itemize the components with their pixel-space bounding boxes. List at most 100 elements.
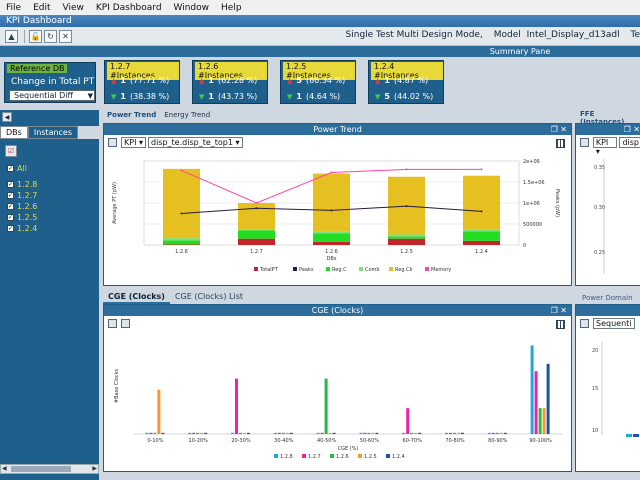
menu-window[interactable]: Window (173, 2, 210, 13)
refresh-icon[interactable]: ↻ (44, 29, 57, 43)
sidebar-scrollbar[interactable]: ◀ ▶ (0, 464, 99, 474)
x-tick-label: 50-60% (360, 438, 380, 444)
restore-icon[interactable]: ❐ (623, 125, 631, 134)
checkbox-checked-icon[interactable]: ✓ (7, 214, 14, 221)
checkbox-checked-icon[interactable]: ✓ (7, 181, 14, 188)
ffe-instance-select[interactable]: disp (619, 136, 640, 148)
close-panel-icon[interactable]: ✕ (59, 29, 72, 43)
bar-1-2-8 (359, 432, 363, 434)
save-icon[interactable] (108, 318, 117, 328)
kpi-card-1-2-5[interactable]: 1.2.5 #Instances ▲ 5 (86.34 %) ▼ 1 (4.64 %) (280, 60, 356, 104)
bar-totalpt (463, 240, 500, 245)
reference-db-box: Reference DB Change in Total PT Sequenti… (4, 62, 96, 103)
tab-power-trend[interactable]: Power Trend (107, 111, 157, 119)
checkbox-checked-icon[interactable]: ✓ (7, 225, 14, 232)
ffe-controls: KPI ▾ disp (576, 135, 640, 156)
bar-1-2-8 (530, 345, 534, 434)
save-icon[interactable] (580, 137, 589, 147)
collapse-left-icon[interactable]: ◀ (2, 112, 12, 122)
db-item-label: 1.2.7 (17, 191, 38, 200)
save-icon[interactable] (108, 137, 117, 147)
checkbox-checked-icon[interactable]: ✓ (7, 165, 14, 172)
bar-reg-c (238, 230, 275, 239)
checkbox-checked-icon[interactable]: ✓ (7, 192, 14, 199)
kpi-header: 1.2.7 #Instances (107, 62, 179, 80)
close-icon[interactable]: ✕ (560, 306, 567, 315)
table-view-icon[interactable] (556, 320, 565, 329)
bar-comb (388, 234, 425, 237)
legend-swatch (389, 267, 393, 271)
bar-1-2-6 (153, 432, 157, 434)
menu-view[interactable]: View (62, 2, 84, 13)
db-item-1-2-8[interactable]: ✓ 1.2.8 (7, 179, 37, 190)
kpi-down-count: 1 (296, 92, 302, 101)
menu-file[interactable]: File (6, 2, 22, 13)
db-item-1-2-4[interactable]: ✓ 1.2.4 (7, 223, 37, 234)
x-axis-label: CGE (%) (338, 446, 359, 452)
menu-kpi-dashboard[interactable]: KPI Dashboard (95, 2, 162, 13)
bar-1-2-6 (196, 432, 200, 434)
pd-tick-20: 20 (592, 348, 598, 354)
db-list: ✓ All ✓ 1.2.8 ✓ 1.2.7 ✓ 1.2.6 ✓ 1.2.5 ✓ 1.2.4 (7, 163, 37, 234)
kpi-card-1-2-4[interactable]: 1.2.4 #Instances ▲ 1 (4.87 %) ▼ 5 (44.02 %) (368, 60, 444, 104)
table-view-icon[interactable] (556, 139, 565, 148)
db-item-all[interactable]: ✓ All (7, 163, 37, 174)
bar-comb (463, 229, 500, 232)
checkbox-checked-icon[interactable]: ✓ (7, 203, 14, 210)
kpi-select[interactable]: KPI ▾ (121, 136, 146, 148)
bar-1-2-8 (145, 432, 149, 434)
bar-1-2-5 (499, 432, 503, 434)
tab-dbs[interactable]: DBs (0, 126, 28, 139)
bar-1-2-6 (410, 432, 414, 434)
ffe-kpi-select[interactable]: KPI ▾ (592, 136, 618, 156)
kpi-down-row: ▼ 1 (43.73 %) (199, 92, 257, 101)
bar-1-2-8 (487, 432, 491, 434)
restore-icon[interactable]: ❐ (550, 125, 558, 134)
bar-1-2-6 (239, 432, 242, 434)
instance-select[interactable]: disp_te.disp_te_top1 ▾ (148, 136, 243, 148)
select-all-icon[interactable]: ☑ (5, 145, 17, 157)
close-icon[interactable]: ✕ (560, 125, 567, 134)
point-memory (255, 202, 258, 204)
close-icon[interactable]: ✕ (633, 125, 640, 134)
summary-pane: Reference DB Change in Total PT Sequenti… (0, 57, 640, 107)
sequential-select[interactable]: Sequenti (593, 317, 635, 329)
restore-icon[interactable]: ❐ (550, 306, 558, 315)
collapse-up-icon[interactable]: ▲ (5, 29, 18, 43)
legend-label: 1.2.7 (308, 454, 321, 460)
tab-cge-clocks[interactable]: CGE (Clocks) (103, 291, 170, 304)
bar-1-2-4 (289, 432, 293, 434)
bar-1-2-4 (418, 432, 422, 434)
cge-controls (104, 316, 571, 330)
kpi-card-1-2-7[interactable]: 1.2.7 #Instances ▲ 1 (77.71 %) ▼ 1 (38.38 %) (104, 60, 180, 104)
lock-icon[interactable]: 🔓 (29, 29, 42, 43)
reference-mode-select[interactable]: Sequential Diff ▼ (9, 90, 95, 101)
menu-bar: File Edit View KPI Dashboard Window Help (0, 0, 640, 15)
power-domain-tab[interactable]: Power Domain (582, 294, 633, 302)
menu-edit[interactable]: Edit (33, 2, 51, 13)
db-item-1-2-6[interactable]: ✓ 1.2.6 (7, 201, 37, 212)
tab-cge-clocks-list[interactable]: CGE (Clocks) List (174, 292, 243, 301)
scroll-left-icon[interactable]: ◀ (2, 465, 7, 472)
bar-1-2-7 (277, 432, 281, 434)
menu-help[interactable]: Help (221, 2, 242, 13)
kpi-card-1-2-6[interactable]: 1.2.6 #Instances ▲ 1 (62.28 %) ▼ 1 (43.73 %) (192, 60, 268, 104)
bar-1-2-8 (316, 432, 320, 434)
db-item-1-2-5[interactable]: ✓ 1.2.5 (7, 212, 37, 223)
pd-tick-15: 15 (592, 386, 598, 392)
decrease-icon: ▼ (199, 92, 205, 101)
scroll-right-icon[interactable]: ▶ (92, 465, 97, 472)
db-item-1-2-7[interactable]: ✓ 1.2.7 (7, 190, 37, 201)
point-peaks (330, 209, 333, 212)
kpi-up-count: 1 (384, 76, 390, 85)
print-icon[interactable] (121, 318, 130, 328)
tab-instances[interactable]: Instances (27, 126, 79, 139)
x-tick-label: 10-20% (189, 438, 209, 444)
decrease-icon: ▼ (375, 92, 381, 101)
tab-energy-trend[interactable]: Energy Trend (164, 111, 211, 119)
scrollbar-thumb[interactable] (11, 466, 71, 472)
panel-controls: ❐ ✕ (551, 305, 567, 316)
db-item-label: 1.2.4 (17, 224, 38, 233)
save-icon[interactable] (580, 318, 589, 328)
toolbar-separator (24, 29, 25, 43)
